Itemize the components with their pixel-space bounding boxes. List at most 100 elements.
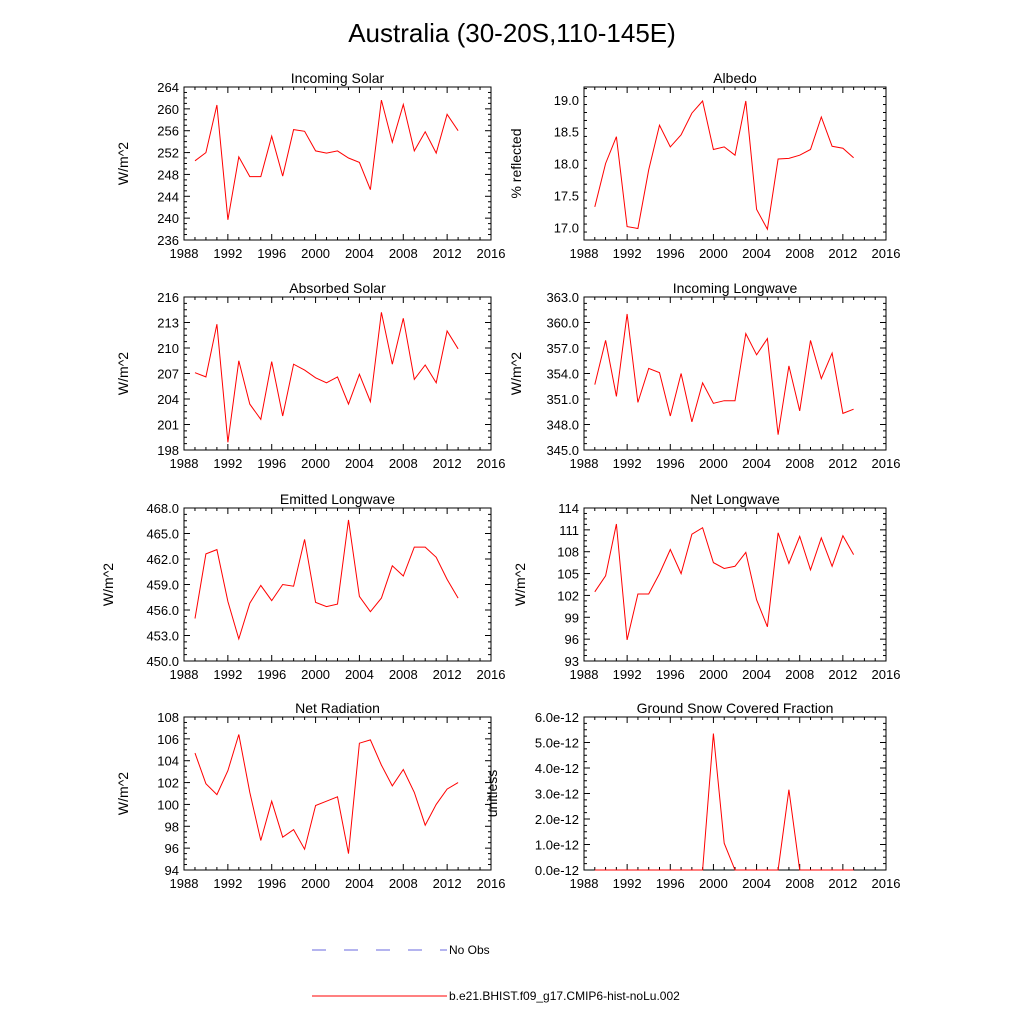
- y-tick-label: 465.0: [146, 527, 179, 542]
- x-tick-label: 1988: [570, 667, 599, 682]
- y-tick-label: 94: [165, 863, 179, 878]
- panel-albedo: Albedo % reflected 1988 1992 1996 2000 2004 200…: [508, 70, 900, 261]
- y-tick-label: 102: [557, 588, 579, 603]
- y-tick-label: 2.0e-12: [535, 812, 579, 827]
- y-tick-label: 100: [157, 797, 179, 812]
- panels: Incoming Solar W/m^2 1988 1992 1996 2000 2004 2…: [100, 70, 900, 891]
- y-tick-label: 456.0: [146, 603, 179, 618]
- x-tick-label: 2012: [828, 456, 857, 471]
- x-tick-label: 1992: [613, 456, 642, 471]
- y-tick-label: 264: [157, 80, 179, 95]
- x-tick-label: 2016: [872, 456, 901, 471]
- x-tick-label: 2004: [345, 876, 374, 891]
- x-tick-label: 2000: [301, 667, 330, 682]
- x-tick-label: 1992: [213, 456, 242, 471]
- y-tick-label: 351.0: [546, 392, 579, 407]
- x-tick-label: 1992: [613, 246, 642, 261]
- x-tick-label: 2000: [699, 246, 728, 261]
- panel-title: Emitted Longwave: [280, 491, 395, 507]
- y-tick-label: 240: [157, 211, 179, 226]
- y-tick-label: 114: [558, 501, 579, 516]
- panel-title: Absorbed Solar: [289, 280, 386, 296]
- x-tick-label: 2012: [433, 876, 462, 891]
- legend-label-model: b.e21.BHIST.f09_g17.CMIP6-hist-noLu.002: [449, 989, 680, 1003]
- panel-title: Incoming Longwave: [673, 280, 798, 296]
- x-tick-label: 1988: [170, 876, 199, 891]
- y-tick-label: 4.0e-12: [535, 761, 579, 776]
- y-tick-label: 236: [157, 233, 179, 248]
- series-line: [594, 313, 854, 435]
- x-tick-label: 2012: [828, 246, 857, 261]
- x-tick-label: 1996: [257, 456, 286, 471]
- y-tick-label: 19.0: [554, 93, 579, 108]
- x-tick-label: 2004: [345, 667, 374, 682]
- x-tick-label: 2008: [389, 456, 418, 471]
- series-line: [194, 519, 459, 641]
- y-tick-label: 213: [157, 316, 179, 331]
- panel-incoming-longwave: Incoming Longwave W/m^2 1988 1992 1996 2000 20…: [508, 280, 900, 471]
- x-tick-label: 2016: [872, 246, 901, 261]
- panel-incoming-solar: Incoming Solar W/m^2 1988 1992 1996 2000 2004 2…: [115, 70, 505, 261]
- y-tick-label: 17.0: [554, 220, 579, 235]
- y-tick-label: 453.0: [146, 629, 179, 644]
- x-tick-label: 2000: [301, 246, 330, 261]
- y-tick-label: 105: [557, 567, 579, 582]
- y-tick-label: 468.0: [146, 501, 179, 516]
- x-tick-label: 2004: [345, 246, 374, 261]
- panel-title: Incoming Solar: [291, 70, 385, 86]
- x-tick-label: 1988: [570, 246, 599, 261]
- x-tick-label: 2000: [301, 876, 330, 891]
- panel-ground-snow-covered-fraction: Ground Snow Covered Fraction unitless 1988…: [484, 700, 900, 891]
- x-tick-label: 2016: [477, 456, 506, 471]
- x-tick-label: 2016: [477, 667, 506, 682]
- y-tick-label: 360.0: [546, 316, 579, 331]
- x-tick-label: 2000: [699, 667, 728, 682]
- legend-label-no-obs: No Obs: [449, 943, 490, 957]
- y-tick-label: 98: [165, 819, 179, 834]
- x-tick-label: 2008: [785, 246, 814, 261]
- y-tick-label: 108: [157, 710, 179, 725]
- plot-frame: [583, 296, 887, 451]
- x-tick-label: 1988: [170, 456, 199, 471]
- x-tick-label: 1996: [656, 876, 685, 891]
- x-tick-label: 1988: [170, 667, 199, 682]
- y-tick-label: 204: [157, 392, 179, 407]
- y-tick-label: 5.0e-12: [535, 736, 579, 751]
- y-tick-label: 18.5: [554, 125, 579, 140]
- x-tick-label: 2008: [389, 876, 418, 891]
- y-tick-label: 248: [157, 167, 179, 182]
- y-tick-label: 111: [559, 523, 579, 538]
- y-tick-label: 102: [157, 776, 179, 791]
- x-tick-label: 2000: [301, 456, 330, 471]
- x-tick-label: 2008: [785, 667, 814, 682]
- y-tick-label: 244: [157, 189, 179, 204]
- x-tick-label: 2008: [785, 456, 814, 471]
- panel-title: Albedo: [713, 70, 757, 86]
- x-tick-label: 1992: [213, 667, 242, 682]
- x-tick-label: 2012: [828, 667, 857, 682]
- panel-title: Net Radiation: [295, 700, 380, 716]
- y-axis-label: W/m^2: [100, 563, 116, 606]
- plot-frame: [583, 507, 887, 662]
- y-axis-label: W/m^2: [512, 563, 528, 606]
- x-tick-label: 1996: [656, 667, 685, 682]
- x-tick-label: 1996: [257, 876, 286, 891]
- y-tick-label: 17.5: [554, 188, 579, 203]
- y-tick-label: 6.0e-12: [535, 710, 579, 725]
- y-tick-label: 462.0: [146, 552, 179, 567]
- y-axis-label: W/m^2: [115, 352, 131, 395]
- y-axis-label: W/m^2: [508, 352, 524, 395]
- x-tick-label: 2004: [742, 456, 771, 471]
- plot-frame: [183, 716, 492, 871]
- x-tick-label: 2012: [828, 876, 857, 891]
- x-tick-label: 2000: [699, 456, 728, 471]
- x-tick-label: 2008: [389, 246, 418, 261]
- x-tick-label: 2016: [477, 246, 506, 261]
- y-tick-label: 357.0: [546, 341, 579, 356]
- panel-net-longwave: Net Longwave W/m^2 1988 1992 1996 2000 2004 200…: [512, 491, 900, 682]
- x-tick-label: 2004: [742, 876, 771, 891]
- x-tick-label: 2012: [433, 667, 462, 682]
- y-tick-label: 198: [157, 443, 179, 458]
- series-line: [194, 312, 459, 443]
